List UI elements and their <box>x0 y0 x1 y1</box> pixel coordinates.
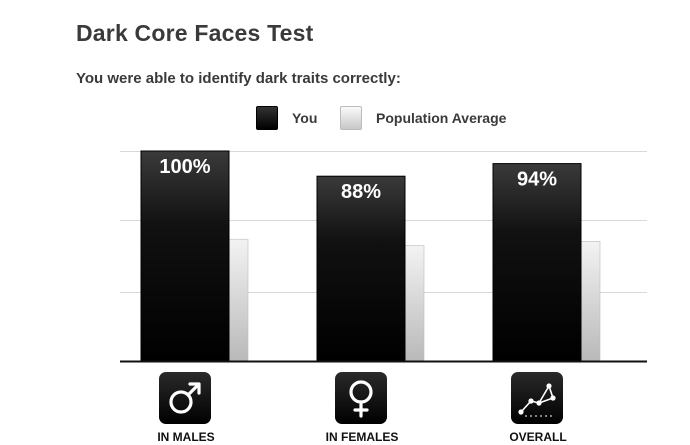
data-label-females: 88% <box>341 181 381 203</box>
bar-population-overall <box>579 241 601 362</box>
legend-swatch-you <box>256 106 278 130</box>
bar-population-males <box>227 238 249 362</box>
category-label-overall: OVERALL <box>509 430 567 444</box>
legend-label-population: Population Average <box>376 110 507 126</box>
legend-swatch-population <box>340 106 362 130</box>
bar-you-females <box>316 175 406 362</box>
male-symbol-icon <box>159 372 211 424</box>
female-symbol-icon <box>335 372 387 424</box>
overall-network-icon <box>511 372 563 424</box>
legend-label-you: You <box>292 110 318 126</box>
legend-item-population: Population Average <box>340 104 506 132</box>
category-label-males: IN MALES <box>157 430 215 444</box>
bar-population-females <box>403 245 425 362</box>
page-title: Dark Core Faces Test <box>76 20 314 46</box>
chart-subtitle: You were able to identify dark traits co… <box>76 70 401 87</box>
chart-bars <box>140 150 601 362</box>
category-label-females: IN FEMALES <box>325 430 399 444</box>
data-label-males: 100% <box>159 156 210 178</box>
legend-item-you: You <box>256 104 317 132</box>
bar-you-males <box>140 150 230 362</box>
bar-you-overall <box>492 163 582 362</box>
chart-data-labels: 100% 88% 94% <box>120 156 647 363</box>
data-label-overall: 94% <box>517 169 557 191</box>
